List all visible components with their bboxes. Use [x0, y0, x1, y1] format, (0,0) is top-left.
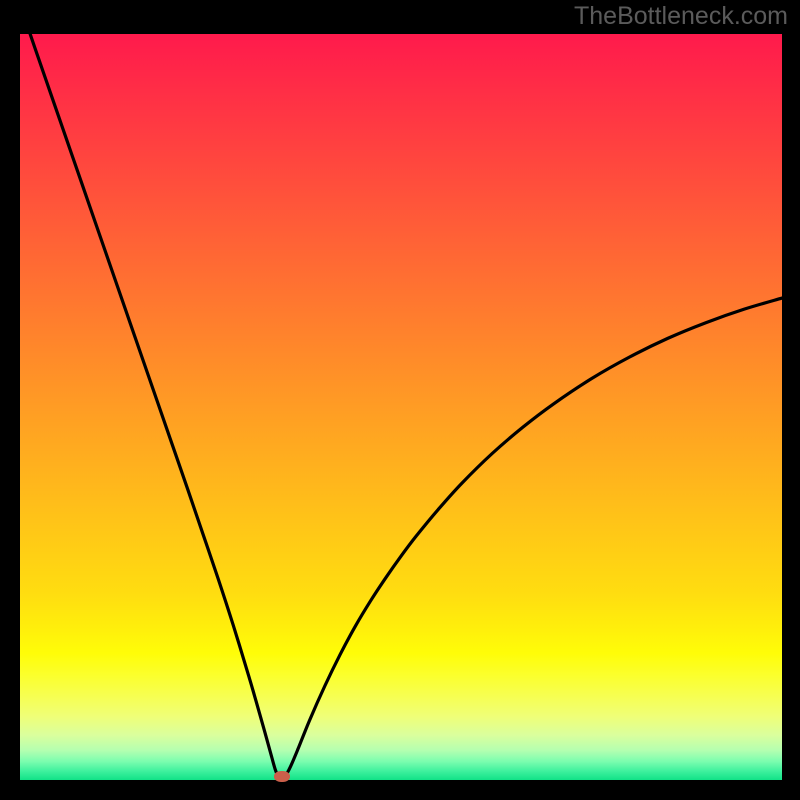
optimum-marker — [274, 771, 290, 782]
gradient-background — [20, 34, 782, 780]
chart-frame: TheBottleneck.com — [0, 0, 800, 800]
plot-area — [20, 34, 782, 780]
chart-svg — [20, 34, 782, 780]
watermark-text: TheBottleneck.com — [574, 2, 788, 31]
